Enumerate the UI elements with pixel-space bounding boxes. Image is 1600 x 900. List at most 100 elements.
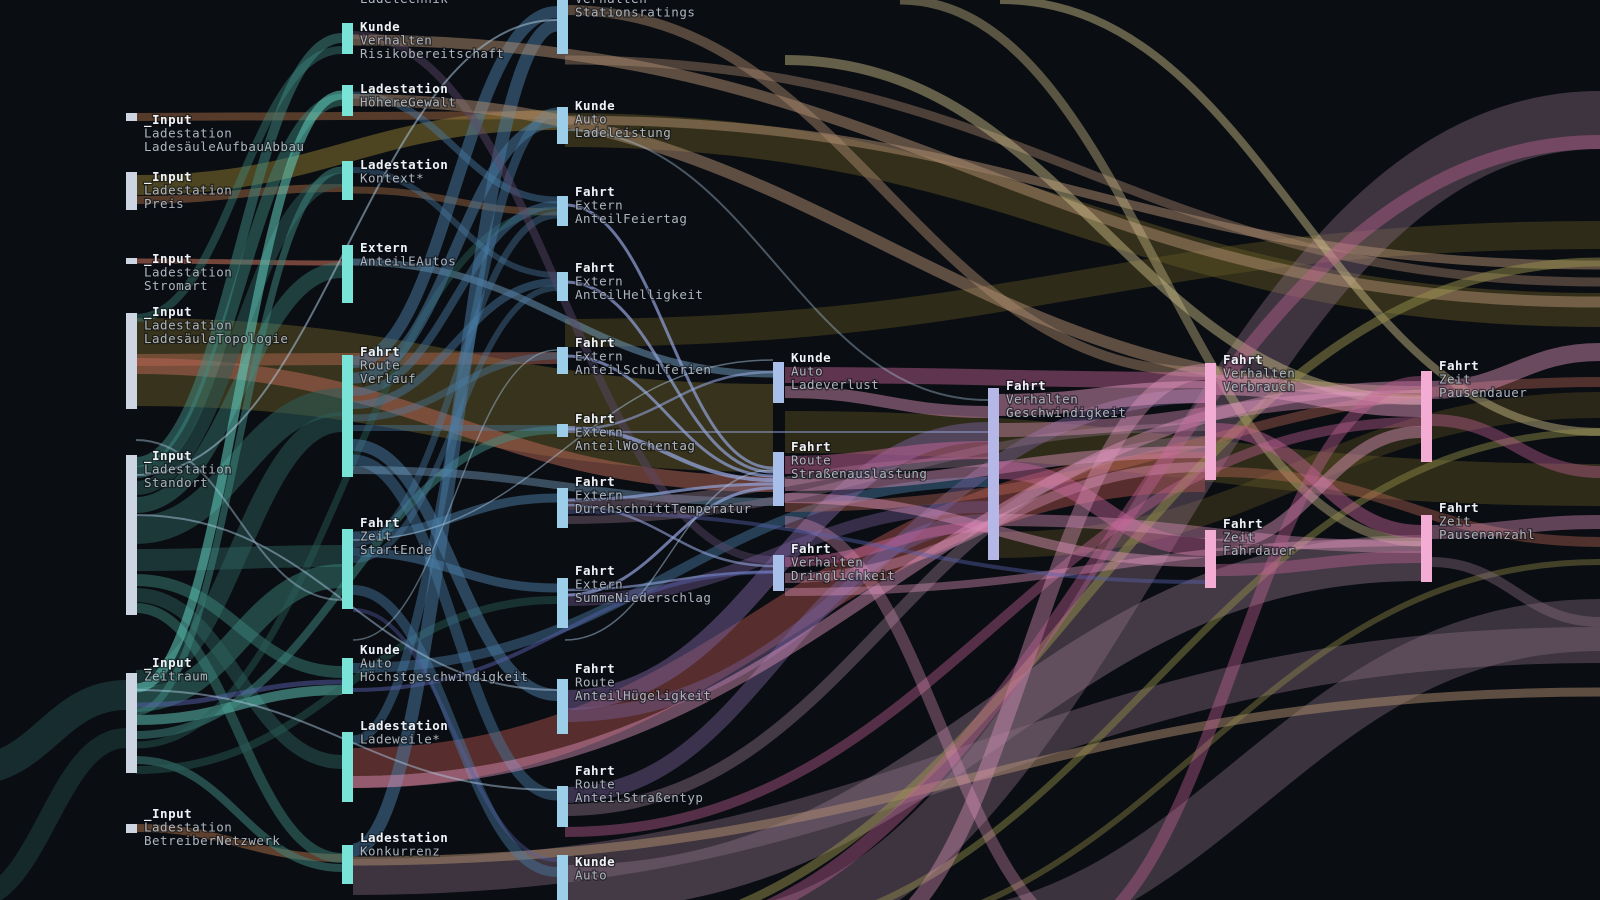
node-bar[interactable] bbox=[557, 424, 568, 437]
sankey-link bbox=[352, 627, 1600, 895]
node-bar[interactable] bbox=[557, 0, 568, 54]
node-bar[interactable] bbox=[557, 786, 568, 827]
sankey-link bbox=[564, 535, 1422, 900]
sankey-node-input-ladesaeule-aufbau-abbau[interactable]: _Input Ladestation LadesäuleAufbauAbbau bbox=[126, 111, 305, 155]
sankey-node-ladestation-ladeweile[interactable]: Ladestation Ladeweile* bbox=[342, 717, 449, 802]
node-bar[interactable] bbox=[557, 196, 568, 226]
sankey-node-input-betreibernetzwerk[interactable]: _Input Ladestation BetreiberNetzwerk bbox=[126, 805, 281, 849]
node-bar[interactable] bbox=[342, 529, 353, 609]
node-bar[interactable] bbox=[126, 455, 137, 615]
sankey-node-input-ladesaeule-topologie[interactable]: _Input Ladestation LadesäuleTopologie bbox=[126, 303, 289, 409]
node-bar[interactable] bbox=[1421, 371, 1432, 462]
node-bar[interactable] bbox=[342, 355, 353, 477]
sankey-node-fahrt-geschwindigkeit[interactable]: Fahrt Verhalten Geschwindigkeit bbox=[988, 377, 1127, 560]
sankey-link bbox=[784, 377, 1600, 512]
sankey-node-fahrt-anteil-huegeligkeit[interactable]: Fahrt Route AnteilHügeligkeit bbox=[557, 660, 712, 734]
sankey-node-fahrt-strassenauslastung[interactable]: Fahrt Route Straßenauslastung bbox=[773, 438, 928, 506]
sankey-node-kunde-risikobereitschaft[interactable]: Kunde Verhalten Risikobereitschaft bbox=[342, 18, 505, 62]
sankey-node-fahrt-anteil-feiertag[interactable]: Fahrt Extern AnteilFeiertag bbox=[557, 183, 688, 227]
sankey-link bbox=[136, 824, 343, 862]
node-bar[interactable] bbox=[557, 679, 568, 734]
sankey-node-kunde-ladeleistung[interactable]: Kunde Auto Ladeleistung bbox=[557, 97, 672, 144]
sankey-link bbox=[352, 94, 1422, 398]
sankey-node-kunde-auto-cut[interactable]: Kunde Auto bbox=[557, 853, 616, 900]
node-bar[interactable] bbox=[126, 673, 137, 773]
node-bar[interactable] bbox=[126, 172, 137, 210]
node-bar[interactable] bbox=[342, 161, 353, 200]
node-bar[interactable] bbox=[557, 347, 568, 374]
sankey-link bbox=[352, 349, 558, 641]
node-label: Kunde Auto Ladeverlust bbox=[791, 350, 879, 392]
sankey-nodes: _Input Ladestation LadesäuleAufbauAbbau _In… bbox=[126, 0, 1536, 900]
sankey-node-input-stromart[interactable]: _Input Ladestation Stromart bbox=[126, 250, 233, 294]
sankey-node-fahrt-pausenanzahl[interactable]: Fahrt Zeit Pausenanzahl bbox=[1421, 499, 1536, 582]
node-bar[interactable] bbox=[1205, 530, 1216, 588]
sankey-node-input-standort[interactable]: _Input Ladestation Standort bbox=[126, 447, 233, 615]
sankey-link bbox=[134, 412, 344, 690]
sankey-link bbox=[564, 482, 774, 502]
node-label: Fahrt Zeit Pausenanzahl bbox=[1439, 500, 1535, 542]
sankey-node-fahrt-pausendauer[interactable]: Fahrt Zeit Pausendauer bbox=[1421, 357, 1528, 462]
node-label: Fahrt Route Straßenauslastung bbox=[791, 439, 927, 481]
sankey-node-fahrt-route-verlauf[interactable]: Fahrt Route Verlauf bbox=[342, 343, 417, 477]
sankey-node-fahrt-zeit-startende[interactable]: Fahrt Zeit StartEnde bbox=[342, 514, 433, 609]
sankey-node-fahrt-anteil-strassentyp[interactable]: Fahrt Route AnteilStraßentyp bbox=[557, 762, 704, 827]
sankey-node-kunde-ladeverlust[interactable]: Kunde Auto Ladeverlust bbox=[773, 349, 880, 403]
node-bar[interactable] bbox=[557, 488, 568, 528]
node-label: _Input Ladestation Standort bbox=[144, 448, 232, 490]
sankey-node-fahrt-verbrauch[interactable]: Fahrt Verhalten Verbrauch bbox=[1205, 351, 1296, 480]
node-bar[interactable] bbox=[773, 555, 784, 591]
sankey-link bbox=[1430, 414, 1600, 478]
node-bar[interactable] bbox=[126, 113, 137, 121]
sankey-link bbox=[352, 116, 558, 384]
sankey-node-fahrt-anteil-wochentag[interactable]: Fahrt Extern AnteilWochentag bbox=[557, 410, 696, 454]
sankey-node-kunde-stationsratings-cut[interactable]: VerhaltenStationsratings bbox=[557, 0, 696, 54]
node-bar[interactable] bbox=[342, 732, 353, 802]
node-bar[interactable] bbox=[1421, 515, 1432, 582]
sankey-node-extern-anteil-eautos[interactable]: Extern AnteilEAutos bbox=[342, 239, 457, 303]
node-bar[interactable] bbox=[773, 362, 784, 403]
sankey-link bbox=[999, 0, 1600, 436]
sankey-link bbox=[1005, 599, 1600, 900]
sankey-node-ladestation-ladetechnik-cut[interactable]: Ladetechnik bbox=[342, 0, 449, 7]
sankey-link bbox=[135, 33, 343, 467]
sankey-node-ladestation-kontext[interactable]: Ladestation Kontext* bbox=[342, 156, 449, 200]
sankey-link bbox=[1430, 515, 1600, 539]
node-bar[interactable] bbox=[342, 85, 353, 116]
sankey-node-fahrt-summe-niederschlag[interactable]: Fahrt Extern SummeNiederschlag bbox=[557, 562, 712, 628]
sankey-link bbox=[135, 603, 343, 863]
node-bar[interactable] bbox=[126, 313, 137, 409]
node-bar[interactable] bbox=[773, 452, 784, 506]
node-label: _Input Ladestation LadesäuleAufbauAbbau bbox=[144, 112, 305, 154]
node-bar[interactable] bbox=[1205, 363, 1216, 480]
node-bar[interactable] bbox=[342, 245, 353, 303]
node-label: _Input Ladestation LadesäuleTopologie bbox=[144, 304, 288, 346]
sankey-node-fahrt-durchschnitt-temperatur[interactable]: Fahrt Extern DurchschnittTemperatur bbox=[557, 473, 752, 528]
sankey-node-fahrt-anteil-helligkeit[interactable]: Fahrt Extern AnteilHelligkeit bbox=[557, 259, 704, 303]
node-bar[interactable] bbox=[342, 845, 353, 884]
sankey-node-kunde-hoechstgeschwindigkeit[interactable]: Kunde Auto Höchstgeschwindigkeit bbox=[342, 641, 529, 694]
sankey-node-fahrt-anteil-schulferien[interactable]: Fahrt Extern AnteilSchulferien bbox=[557, 334, 712, 378]
sankey-node-fahrt-fahrdauer[interactable]: Fahrt Zeit Fahrdauer bbox=[1205, 515, 1296, 588]
node-bar[interactable] bbox=[342, 658, 353, 694]
sankey-link bbox=[564, 129, 989, 401]
sankey-node-ladestation-konkurrenz[interactable]: Ladestation Konkurrenz bbox=[342, 829, 449, 884]
sankey-link bbox=[1114, 376, 1422, 900]
sankey-link bbox=[765, 135, 1600, 900]
node-bar[interactable] bbox=[126, 258, 137, 264]
sankey-node-input-preis[interactable]: _Input Ladestation Preis bbox=[126, 168, 233, 212]
node-bar[interactable] bbox=[557, 855, 568, 900]
sankey-link bbox=[352, 381, 1422, 788]
node-bar[interactable] bbox=[342, 23, 353, 54]
node-bar[interactable] bbox=[557, 272, 568, 301]
node-bar[interactable] bbox=[557, 578, 568, 628]
node-bar[interactable] bbox=[988, 388, 999, 560]
sankey-link bbox=[784, 386, 989, 418]
sankey-node-input-zeitraum[interactable]: _Input Zeitraum bbox=[126, 654, 209, 773]
sankey-node-fahrt-dringlichkeit[interactable]: Fahrt Verhalten Dringlichkeit bbox=[773, 540, 896, 591]
node-bar[interactable] bbox=[126, 824, 137, 833]
node-bar[interactable] bbox=[557, 107, 568, 144]
sankey-node-ladestation-hoehere-gewalt[interactable]: Ladestation HöhereGewalt bbox=[342, 80, 457, 116]
